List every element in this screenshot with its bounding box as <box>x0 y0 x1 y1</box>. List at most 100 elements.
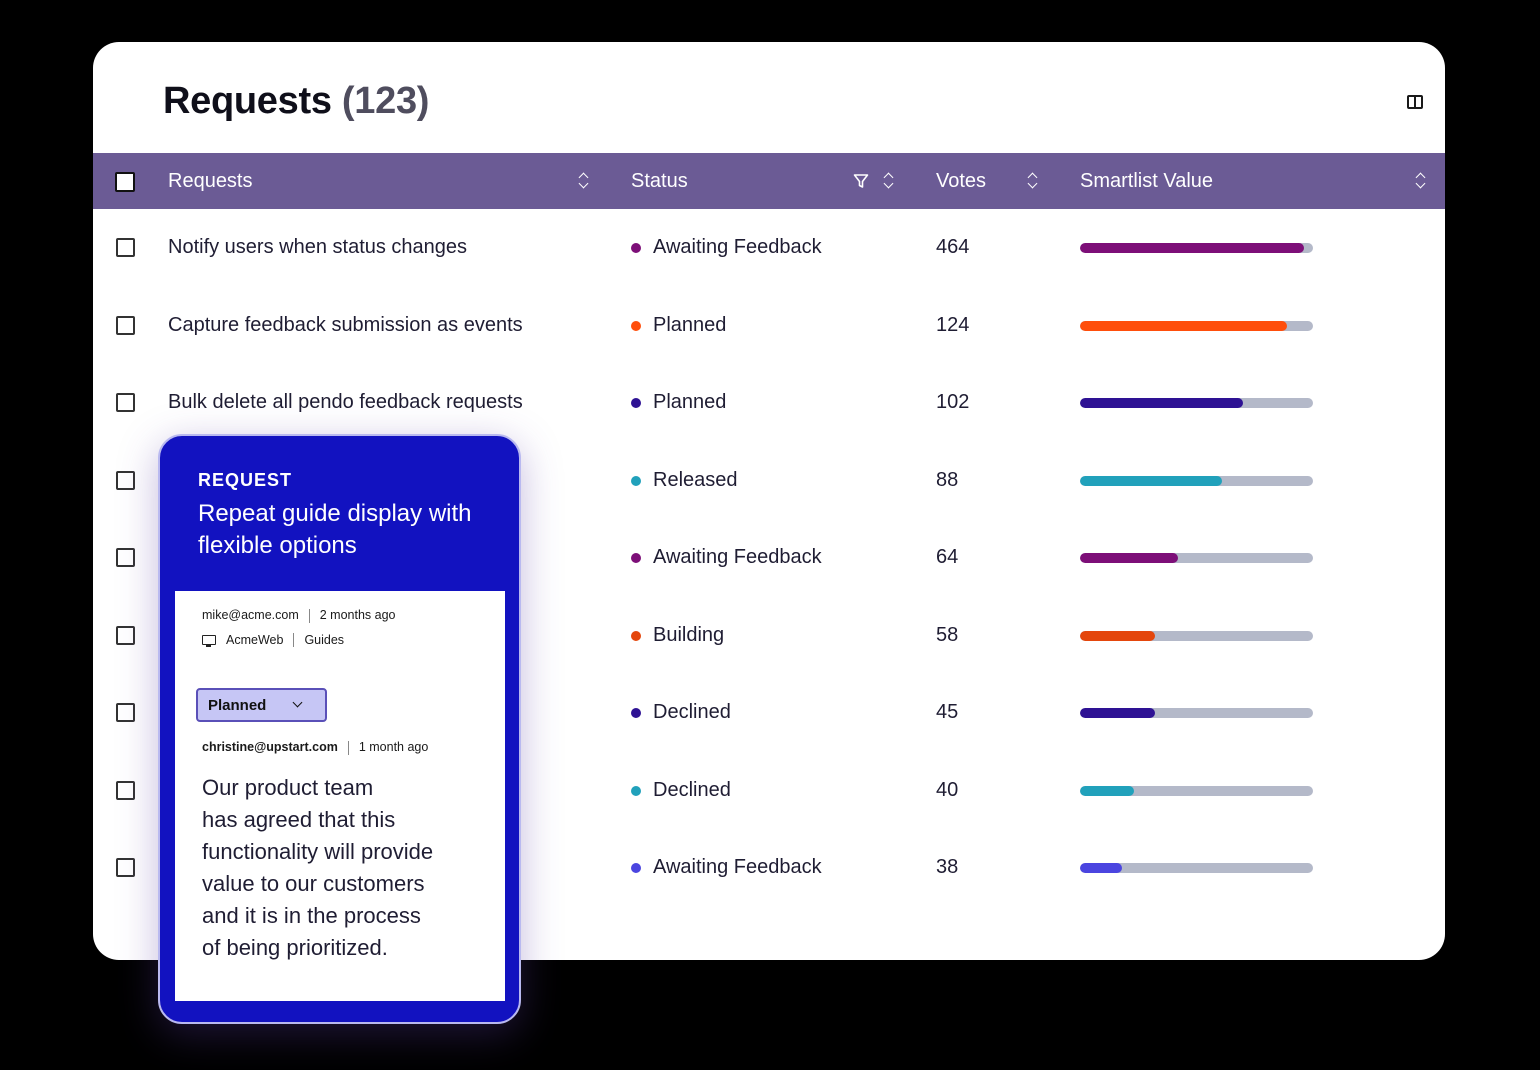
request-age: 2 months ago <box>319 608 396 622</box>
status-label: Building <box>653 623 725 646</box>
column-header-smartlist-value[interactable]: Smartlist Value <box>1080 169 1214 192</box>
filter-icon[interactable] <box>853 173 869 189</box>
monitor-icon <box>202 635 216 647</box>
vote-count: 45 <box>936 701 959 723</box>
smartlist-value-fill <box>1080 708 1155 718</box>
panel-toggle-icon[interactable] <box>1407 95 1423 109</box>
smartlist-value-fill <box>1080 243 1304 253</box>
column-header-requests[interactable]: Requests <box>168 169 253 192</box>
vote-count: 38 <box>936 856 959 878</box>
table-row[interactable]: Notify users when status changes Awaiting… <box>93 209 1445 286</box>
status-dot-icon <box>631 243 641 253</box>
divider <box>293 633 295 647</box>
reply-text: Our product team has agreed that this fu… <box>202 775 434 960</box>
smartlist-value-bar <box>1080 785 1313 796</box>
divider <box>308 608 310 623</box>
reply-meta: christine@upstart.com 1 month ago <box>202 740 428 755</box>
table-row[interactable]: Awaiting Feedback 38 <box>93 829 1445 906</box>
status-label: Declined <box>653 778 731 801</box>
row-checkbox[interactable] <box>116 625 135 645</box>
sort-icon[interactable] <box>883 170 895 192</box>
column-header-votes[interactable]: Votes <box>936 169 987 192</box>
select-all-checkbox[interactable] <box>115 172 135 192</box>
app-meta: AcmeWeb Guides <box>202 633 344 647</box>
table-row[interactable]: Awaiting Feedback 64 <box>93 519 1445 596</box>
vote-count: 102 <box>936 391 970 413</box>
reply-author: christine@upstart.com <box>202 740 338 754</box>
table-row[interactable]: Building 58 <box>93 597 1445 674</box>
sort-icon[interactable] <box>1415 170 1427 192</box>
request-title[interactable]: Notify users when status changes <box>168 236 468 258</box>
vote-count: 88 <box>936 468 959 491</box>
table-row[interactable]: Capture feedback submission as events Pla… <box>93 287 1445 364</box>
smartlist-value-fill <box>1080 553 1178 563</box>
request-count: (123) <box>341 80 430 122</box>
table-row[interactable]: Released 88 <box>93 442 1445 519</box>
smartlist-value-bar <box>1080 320 1313 331</box>
product-area: Guides <box>304 633 345 647</box>
request-detail-card[interactable]: REQUEST Repeat guide display with flexib… <box>158 434 521 1024</box>
status-label: Planned <box>653 391 727 413</box>
row-checkbox[interactable] <box>116 858 135 877</box>
smartlist-value-fill <box>1080 785 1134 796</box>
card-title: Repeat guide display with flexible optio… <box>198 500 472 559</box>
row-checkbox[interactable] <box>116 315 135 335</box>
sort-icon[interactable] <box>578 170 590 192</box>
card-body: mike@acme.com 2 months ago AcmeWeb Guides … <box>175 591 505 1001</box>
chevron-down-icon <box>292 697 303 708</box>
status-dot-icon <box>631 398 641 408</box>
row-checkbox[interactable] <box>116 703 135 722</box>
table-row[interactable]: Declined 40 <box>93 752 1445 829</box>
table-header: Requests Status Votes Smartlist Value <box>93 153 1445 209</box>
status-label: Awaiting Feedback <box>653 236 822 258</box>
row-checkbox[interactable] <box>116 393 135 412</box>
column-header-status[interactable]: Status <box>631 169 688 192</box>
smartlist-value-fill <box>1080 630 1155 641</box>
status-select[interactable]: Planned <box>196 688 327 722</box>
smartlist-value-bar <box>1080 243 1313 253</box>
author-email: mike@acme.com <box>202 608 299 622</box>
page-title-text: Requests <box>163 80 332 122</box>
reply-age: 1 month ago <box>358 740 429 754</box>
vote-count: 124 <box>936 313 970 336</box>
smartlist-value-fill <box>1080 398 1244 408</box>
table-row[interactable]: Declined 45 <box>93 674 1445 751</box>
vote-count: 64 <box>936 546 959 568</box>
status-dot-icon <box>631 785 641 796</box>
status-label: Awaiting Feedback <box>653 546 822 568</box>
smartlist-value-bar <box>1080 708 1313 718</box>
row-checkbox[interactable] <box>116 780 135 800</box>
row-checkbox[interactable] <box>116 238 135 257</box>
status-label: Awaiting Feedback <box>653 856 822 878</box>
status-dot-icon <box>631 630 641 641</box>
smartlist-value-fill <box>1080 475 1223 486</box>
status-dot-icon <box>631 320 641 331</box>
smartlist-value-bar <box>1080 863 1313 873</box>
status-dot-icon <box>631 863 641 873</box>
vote-count: 58 <box>936 623 959 646</box>
status-label: Planned <box>653 313 727 336</box>
smartlist-value-bar <box>1080 553 1313 563</box>
app-name: AcmeWeb <box>226 633 284 647</box>
status-dot-icon <box>631 475 641 486</box>
smartlist-value-bar <box>1080 475 1313 486</box>
sort-icon[interactable] <box>1027 170 1039 192</box>
request-meta: mike@acme.com 2 months ago <box>202 608 396 623</box>
row-checkbox[interactable] <box>116 470 135 490</box>
card-kicker: REQUEST <box>198 470 293 490</box>
smartlist-value-fill <box>1080 320 1288 331</box>
status-dot-icon <box>631 553 641 563</box>
status-label: Declined <box>653 701 731 723</box>
request-title[interactable]: Capture feedback submission as events <box>168 313 523 336</box>
smartlist-value-fill <box>1080 863 1122 873</box>
vote-count: 40 <box>936 778 959 801</box>
status-dot-icon <box>631 708 641 718</box>
status-select-value: Planned <box>208 696 267 714</box>
smartlist-value-bar <box>1080 630 1313 641</box>
smartlist-value-bar <box>1080 398 1313 408</box>
table-row[interactable]: Bulk delete all pendo feedback requests P… <box>93 364 1445 441</box>
request-title[interactable]: Bulk delete all pendo feedback requests <box>168 391 523 413</box>
page-title: Requests (123) <box>163 80 429 123</box>
row-checkbox[interactable] <box>116 548 135 567</box>
divider <box>347 740 349 755</box>
